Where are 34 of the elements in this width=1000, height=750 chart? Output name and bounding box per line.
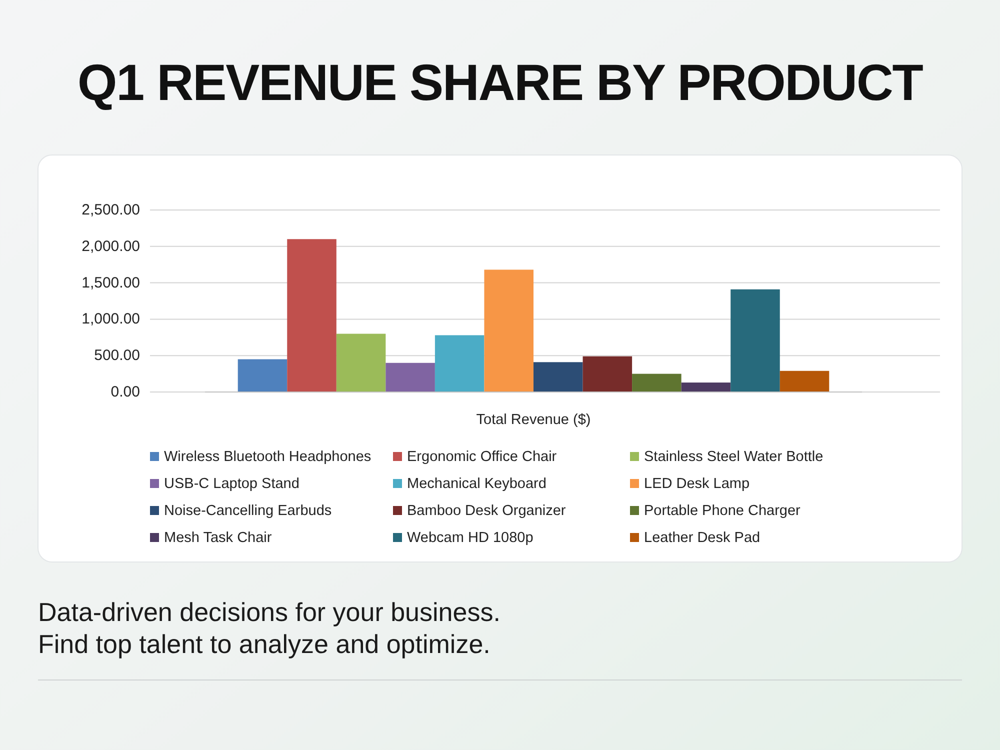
text: Data-driven decisions for your business. xyxy=(38,597,500,627)
legend-label: Stainless Steel Water Bottle xyxy=(644,449,824,465)
y-tick-label: 1,000.00 xyxy=(82,310,140,328)
y-tick-label: 1,500.00 xyxy=(82,274,140,292)
legend-label: Bamboo Desk Organizer xyxy=(407,503,566,519)
bar xyxy=(336,334,386,392)
legend-label: Noise-Cancelling Earbuds xyxy=(164,503,332,519)
legend-label: USB-C Laptop Stand xyxy=(164,476,300,492)
legend-label: Webcam HD 1080p xyxy=(407,530,534,546)
bar xyxy=(238,359,288,392)
chart-title: Q1 REVENUE SHARE BY PRODUCT xyxy=(78,54,924,111)
legend-label: LED Desk Lamp xyxy=(644,476,750,492)
bar xyxy=(534,362,583,392)
legend-label: Ergonomic Office Chair xyxy=(407,449,557,465)
bar xyxy=(484,270,534,392)
bar xyxy=(780,370,830,392)
x-tick-label: Total Revenue ($) xyxy=(476,412,591,428)
bar xyxy=(681,382,731,392)
bar xyxy=(632,374,682,392)
legend-label: Leather Desk Pad xyxy=(644,530,760,546)
text: Find top talent to analyze and optimize. xyxy=(38,629,490,659)
legend-label: Mesh Task Chair xyxy=(164,530,272,546)
bar xyxy=(582,356,632,392)
bar xyxy=(386,362,435,392)
y-tick-label: 0.00 xyxy=(110,384,140,400)
y-tick-label: 500.00 xyxy=(94,347,140,364)
bar xyxy=(730,289,780,392)
y-tick-label: 2,000.00 xyxy=(82,238,140,255)
legend-label: Mechanical Keyboard xyxy=(407,476,546,492)
bar xyxy=(434,335,484,392)
y-tick-label: 2,500.00 xyxy=(82,202,140,218)
legend-label: Portable Phone Charger xyxy=(644,503,801,519)
bar xyxy=(287,239,336,392)
legend-label: Wireless Bluetooth Headphones xyxy=(164,449,372,465)
